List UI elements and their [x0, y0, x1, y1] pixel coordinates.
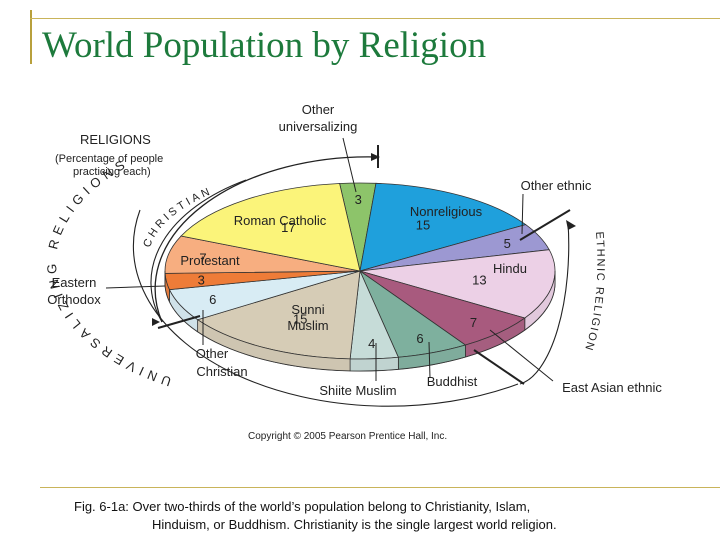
label-hindu-4: Hindu: [493, 261, 527, 276]
pie-slices: [164, 182, 556, 372]
value-buddhist: 6: [416, 331, 423, 346]
value-east-asian-ethnic: 7: [470, 315, 477, 330]
universalizing-label: UNIVERSALIZING RELIGIONS: [44, 155, 173, 390]
legend-subtitle-1: (Percentage of people: [55, 153, 163, 165]
arrow-ethnic: [566, 220, 576, 230]
value-nonreligious: 15: [416, 217, 430, 232]
divider-left: [157, 315, 201, 329]
label-orthodox-13: Orthodox: [47, 292, 101, 307]
label-christian-11: Christian: [196, 364, 247, 379]
value-other-christian: 6: [209, 292, 216, 307]
leader-line-2: [489, 329, 554, 382]
legend-subtitle-2: practicing each): [73, 166, 151, 178]
caption-rule: [40, 487, 720, 488]
label-muslim-9: Muslim: [287, 318, 328, 333]
leader-line-0: [342, 137, 357, 193]
legend-title: RELIGIONS: [80, 132, 151, 147]
label-nonreligious-2: Nonreligious: [410, 204, 483, 219]
caption-line-1: Fig. 6-1a: Over two-thirds of the world’…: [74, 499, 531, 514]
copyright: Copyright © 2005 Pearson Prentice Hall, …: [248, 431, 447, 442]
label-universalizing-1: universalizing: [279, 119, 358, 134]
caption-line-2: Hinduism, or Buddhism. Christianity is t…: [152, 517, 557, 532]
title-accent-line: [30, 10, 32, 64]
arrow-top: [371, 153, 380, 161]
outer-universalizing-arc: [132, 209, 519, 407]
label-sunni-8: Sunni: [291, 302, 324, 317]
religion-pie-chart: UNIVERSALIZING RELIGIONS CHRISTIAN ETHNI…: [0, 0, 662, 442]
label-other-10: Other: [196, 346, 229, 361]
leader-line-1: [521, 193, 524, 235]
leader-line-6: [105, 285, 166, 289]
label-other-0: Other: [302, 102, 335, 117]
top-accent-line: [30, 18, 720, 19]
value-hindu: 13: [472, 273, 486, 288]
label-buddhist-6: Buddhist: [427, 374, 478, 389]
value-protestant: 7: [199, 250, 206, 265]
label-eastern-12: Eastern: [52, 275, 97, 290]
label-roman-catholic-15: Roman Catholic: [234, 213, 327, 228]
value-roman-catholic: 17: [281, 220, 295, 235]
value-sunni-muslim: 15: [293, 311, 307, 326]
slice-side-shiite-muslim: [349, 356, 399, 372]
label-protestant-14: Protestant: [180, 253, 240, 268]
value-eastern-orthodox: 3: [198, 273, 205, 288]
divider-bottom: [473, 349, 525, 385]
slice-roman-catholic: [180, 183, 361, 272]
christian-arc: [150, 179, 247, 323]
value-shiite-muslim: 4: [368, 336, 375, 351]
label-other-ethnic-3: Other ethnic: [521, 178, 592, 193]
slide-title: World Population by Religion: [42, 25, 487, 66]
figure-caption: Fig. 6-1a: Over two-thirds of the world’…: [74, 498, 714, 534]
label-shiite-muslim-7: Shiite Muslim: [319, 383, 396, 398]
leader-line-3: [428, 341, 431, 379]
value-other-ethnic: 5: [504, 236, 511, 251]
slice-nonreligious: [359, 182, 527, 272]
arrow-left: [152, 318, 160, 326]
ethnic-arc: [519, 221, 570, 385]
slice-labels: Other universalizing Nonreligious Other eth…: [47, 102, 662, 398]
label-east-asian-ethnic-5: East Asian ethnic: [562, 380, 662, 395]
divider-right: [519, 209, 571, 241]
value-other-universalizing: 3: [355, 192, 362, 207]
